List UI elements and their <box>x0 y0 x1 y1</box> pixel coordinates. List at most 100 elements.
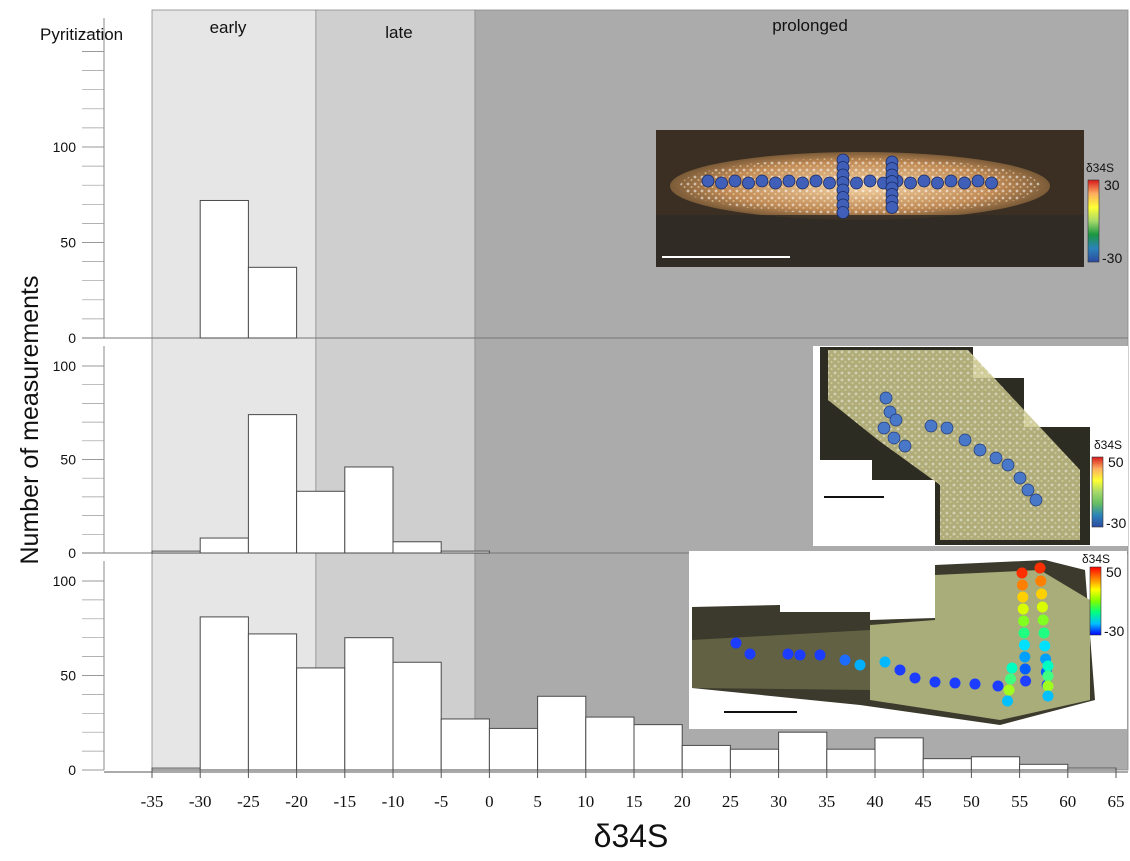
histogram-bar <box>247 266 298 339</box>
zone-label-prolonged: prolonged <box>772 16 848 35</box>
y-tick-label: 100 <box>53 139 77 155</box>
histogram-bar <box>537 695 587 771</box>
histogram-bar <box>1067 767 1117 771</box>
histogram-bar <box>199 537 249 554</box>
x-axis-title: δ34S <box>594 818 669 854</box>
histogram-bars <box>151 199 1117 771</box>
y-tick-label: 100 <box>53 573 77 589</box>
spot <box>992 680 1004 692</box>
spot <box>1016 567 1028 579</box>
spot <box>701 174 715 188</box>
histogram-bar <box>440 550 490 554</box>
spot <box>1042 690 1054 702</box>
x-tick-label: 25 <box>722 792 739 811</box>
spot <box>969 678 981 690</box>
spot <box>898 439 912 453</box>
spot <box>931 176 944 190</box>
spot <box>1042 680 1054 692</box>
y-tick-label: 0 <box>68 762 76 778</box>
y-tick-label: 50 <box>60 452 76 468</box>
x-tick-label: -25 <box>237 792 260 811</box>
spot <box>782 648 794 660</box>
spot <box>887 431 901 445</box>
x-tick-label: 40 <box>867 792 884 811</box>
spot <box>728 174 742 188</box>
colorbar-min-label: -30 <box>1104 623 1124 639</box>
pyritization-label: Pyritization <box>40 25 123 44</box>
histogram-bar <box>729 748 780 771</box>
spot <box>1005 673 1016 685</box>
y-tick-label: 100 <box>53 358 77 374</box>
spot <box>879 391 893 405</box>
spot <box>958 433 972 447</box>
spot <box>894 664 906 676</box>
spot <box>929 676 941 688</box>
inset-3-measurement-spots <box>730 562 1054 707</box>
histogram-bar <box>778 731 828 771</box>
histogram-bar <box>199 199 249 339</box>
spot <box>989 451 1003 465</box>
histogram-bar <box>585 716 635 771</box>
spot <box>1035 575 1047 587</box>
x-tick-label: 0 <box>485 792 494 811</box>
spot <box>715 176 728 190</box>
spot <box>949 677 961 689</box>
spot <box>985 176 998 190</box>
x-tick-label: -20 <box>285 792 308 811</box>
histogram-bar <box>922 758 972 771</box>
spot <box>823 176 836 190</box>
x-tick-label: 60 <box>1059 792 1076 811</box>
histogram-bar <box>151 550 201 554</box>
histogram-bar <box>681 744 731 771</box>
colorbar-title: δ34S <box>1086 161 1114 175</box>
zone-label-early: early <box>210 18 247 37</box>
spot <box>909 672 921 684</box>
colorbar-min-label: -30 <box>1106 515 1126 531</box>
spot <box>839 654 851 666</box>
histogram-bar <box>874 737 924 771</box>
spot <box>1042 670 1054 682</box>
spot <box>958 176 971 190</box>
spot <box>917 174 931 188</box>
spot <box>1002 695 1013 707</box>
colorbar-title: δ34S <box>1094 438 1122 452</box>
spot <box>877 421 891 435</box>
x-tick-label: -35 <box>141 792 164 811</box>
spot <box>730 637 742 649</box>
histogram-bar <box>392 541 442 554</box>
spot <box>814 649 826 661</box>
spot <box>1018 639 1030 651</box>
inset-micrographs <box>656 130 1128 729</box>
colorbar-3 <box>1089 566 1102 636</box>
spot <box>879 656 891 668</box>
spot <box>1020 675 1032 687</box>
spot <box>1018 627 1030 639</box>
inset-1-measurement-spots <box>701 153 998 219</box>
spot <box>1034 562 1046 574</box>
x-axis: -35 -30 -25 -20 -15 -10 -5 0 5 10 15 20 25 30 35 40 45 50… <box>104 770 1128 811</box>
spot <box>940 421 954 435</box>
colorbar-max-label: 50 <box>1106 564 1122 580</box>
x-tick-label: 35 <box>818 792 835 811</box>
histogram-bar <box>392 661 442 771</box>
y-tick-label: 0 <box>68 545 76 561</box>
zone-labels: Pyritization early late prolonged <box>40 16 848 44</box>
spot <box>1003 684 1015 696</box>
spot <box>1017 591 1029 603</box>
spot <box>1006 662 1018 674</box>
y-tick-label: 50 <box>60 668 76 684</box>
x-tick-label: -5 <box>434 792 448 811</box>
spot <box>1019 663 1031 675</box>
zone-band-late <box>315 9 476 771</box>
x-tick-label: 65 <box>1108 792 1125 811</box>
histogram-bar <box>247 414 298 554</box>
histogram-bar <box>296 667 346 771</box>
colorbar-1 <box>1087 179 1100 263</box>
x-tick-label: 20 <box>674 792 691 811</box>
x-tick-label: 45 <box>915 792 932 811</box>
colorbar-2 <box>1091 456 1104 528</box>
x-tick-label: -15 <box>333 792 356 811</box>
